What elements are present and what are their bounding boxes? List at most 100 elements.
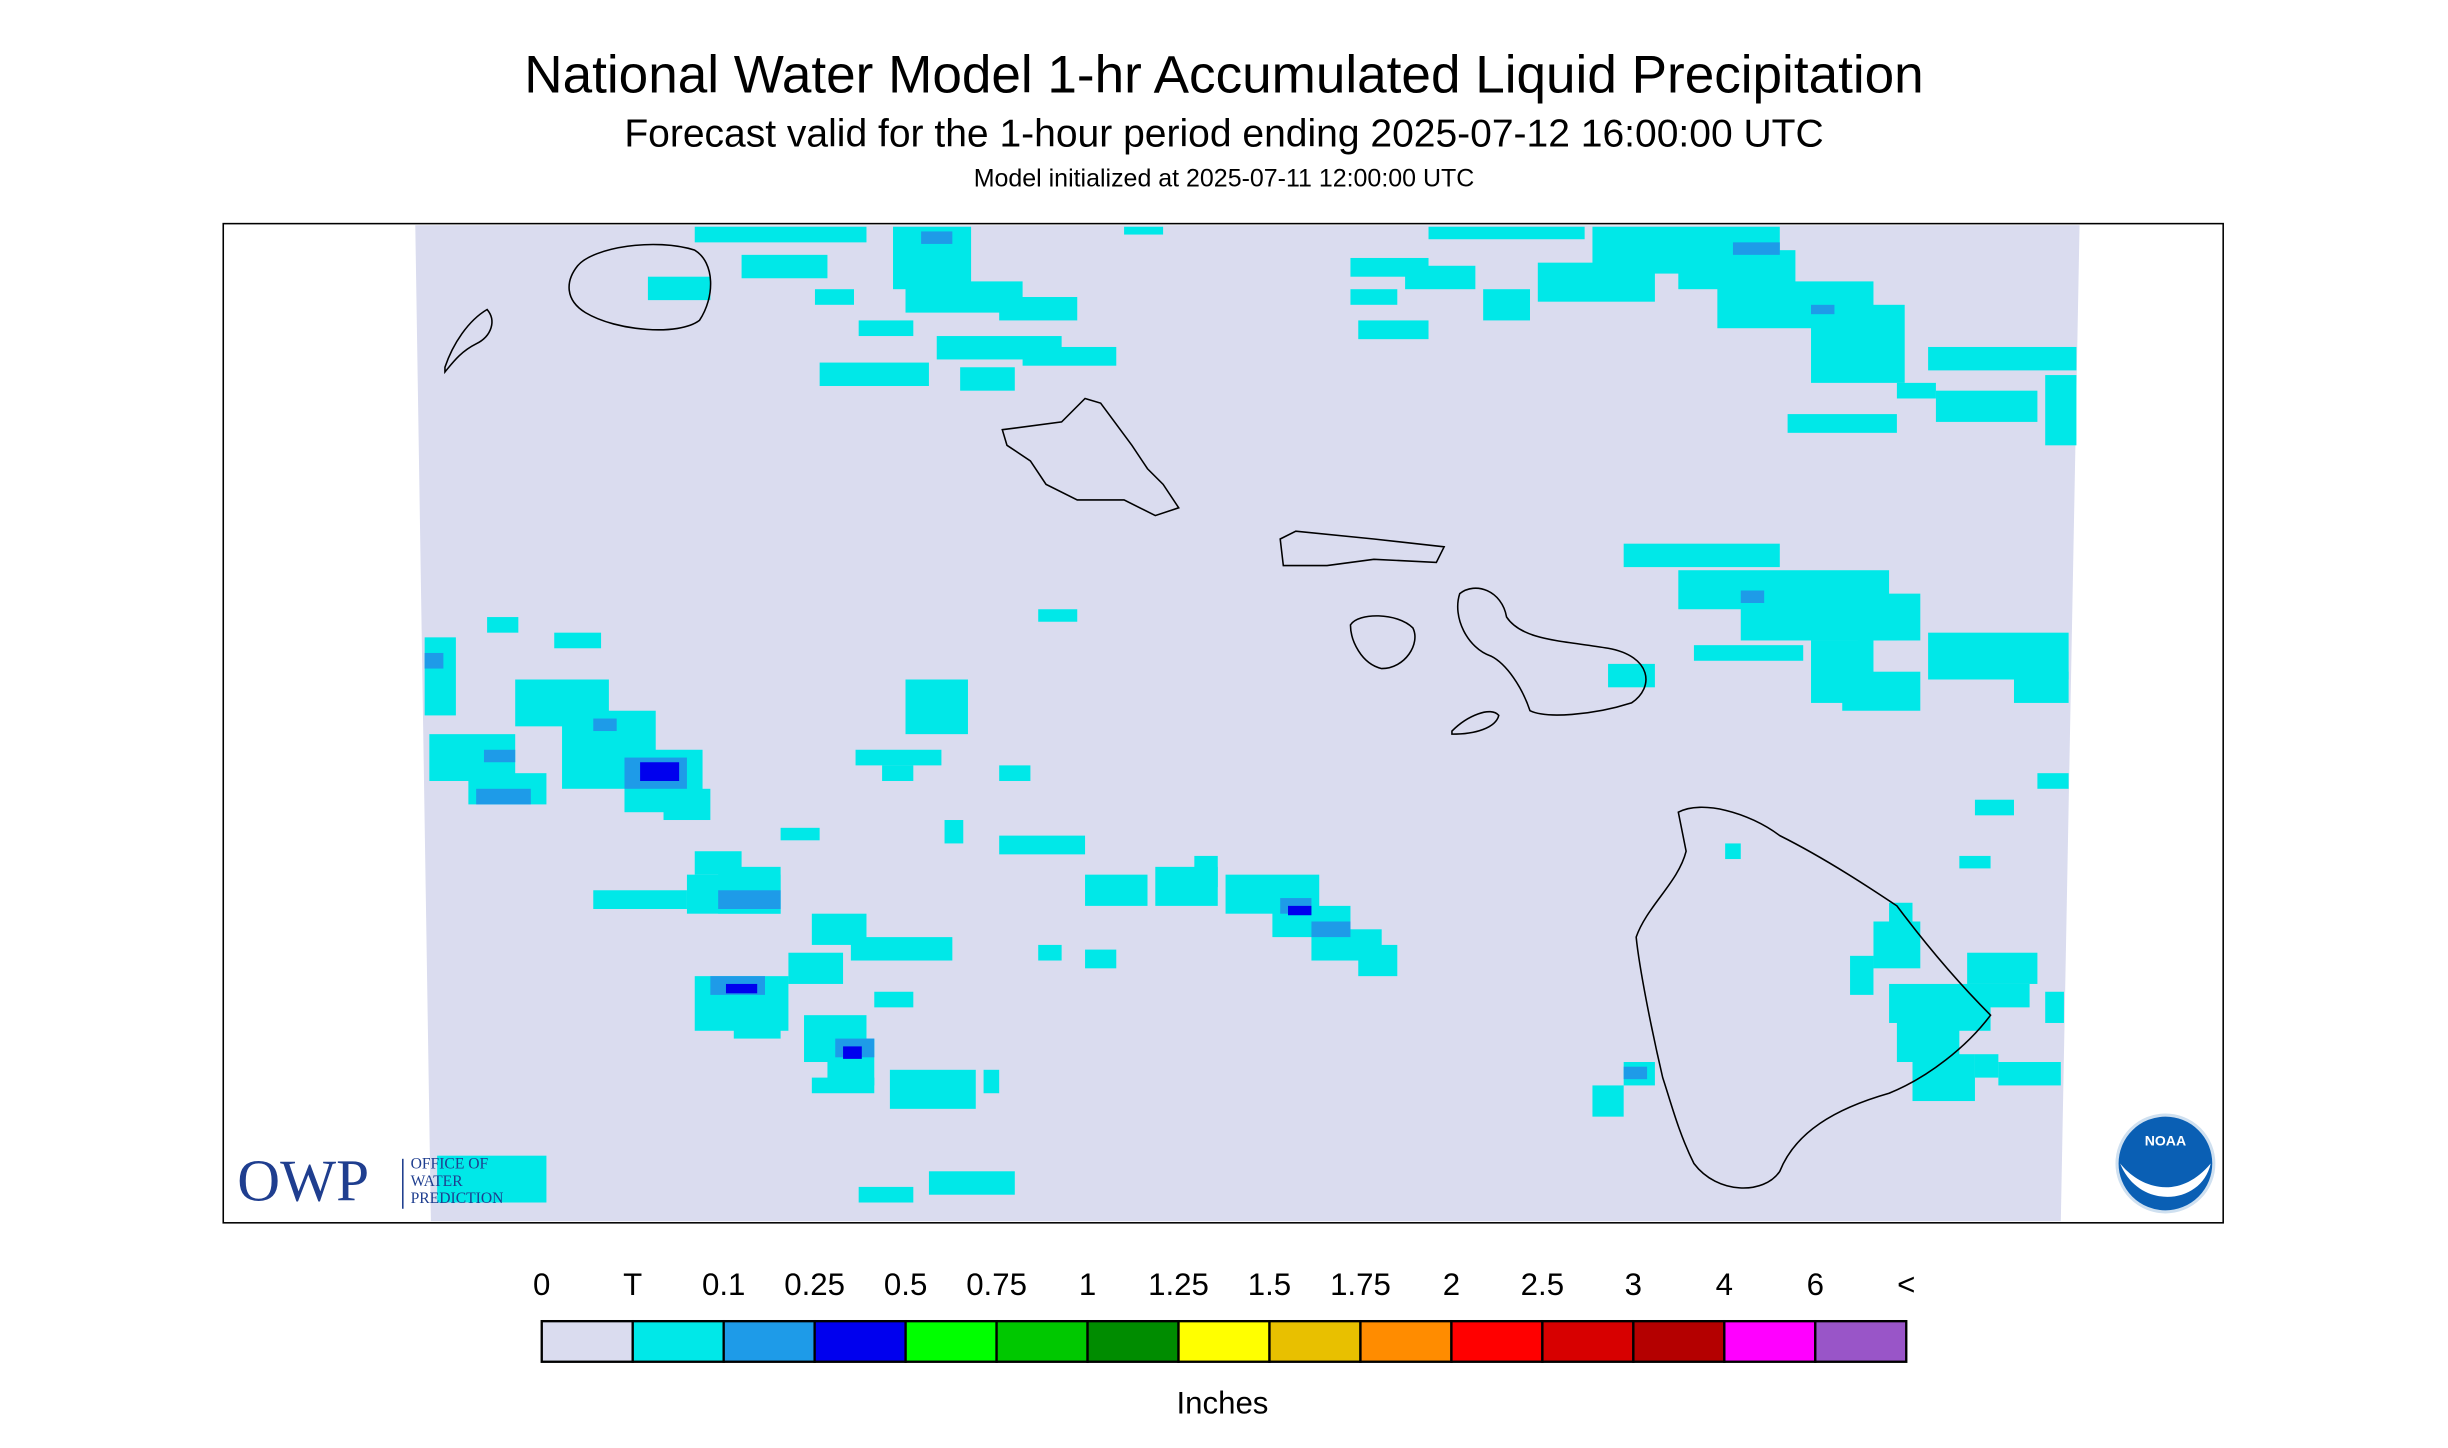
legend-label: 1	[1079, 1267, 1096, 1302]
rain-cell	[1974, 799, 2014, 816]
owp-line: OFFICE OF	[411, 1156, 489, 1173]
legend-label: <	[1897, 1267, 1915, 1302]
rain-cell	[855, 749, 942, 766]
rain-cell	[640, 762, 680, 781]
init-time: Model initialized at 2025-07-11 12:00:00…	[974, 165, 1475, 193]
rain-cell	[960, 367, 1015, 391]
rain-cell	[1085, 949, 1117, 969]
rain-cell	[1857, 593, 1921, 641]
rain-cell	[2037, 773, 2069, 789]
rain-cell	[843, 1046, 862, 1059]
rain-cell	[780, 827, 820, 841]
rain-cell	[1998, 1062, 2061, 1086]
rain-cell	[1873, 921, 1921, 969]
legend-label: 0.25	[784, 1267, 845, 1302]
legend-label: 1.25	[1148, 1267, 1209, 1302]
rain-cell	[733, 999, 781, 1039]
noaa-text: NOAA	[2145, 1132, 2186, 1148]
rain-cell	[1311, 921, 1351, 938]
rain-cell	[694, 226, 867, 243]
rain-cell	[944, 820, 964, 844]
rain-cell	[1811, 304, 1835, 315]
rain-cell	[1959, 855, 1991, 869]
rain-cell	[1850, 955, 1874, 995]
rain-cell	[2045, 991, 2064, 1023]
rain-cell	[819, 362, 929, 386]
rain-cell	[554, 632, 602, 649]
legend-swatch	[1177, 1319, 1271, 1363]
legend-swatch	[722, 1319, 816, 1363]
legend-label: 1.75	[1330, 1267, 1391, 1302]
rain-cell	[1725, 843, 1741, 860]
legend-label: 2	[1443, 1267, 1460, 1302]
rain-cell	[725, 983, 758, 994]
rain-cell	[1896, 382, 1936, 399]
rain-cell	[1842, 671, 1921, 711]
legend-label: 1.5	[1248, 1267, 1291, 1302]
rain-cell	[593, 718, 617, 732]
rain-cell	[882, 765, 914, 781]
rain-cell	[1623, 1066, 1648, 1080]
legend: 0 T 0.1 0.25 0.5 0.75 1 1.25 1.5 1.75 2 2.5 3 4 6 <	[533, 1267, 1915, 1363]
rain-cell	[647, 276, 711, 301]
legend-label: 0.5	[884, 1267, 927, 1302]
coastlines	[444, 243, 1992, 1189]
legend-label: 3	[1625, 1267, 1642, 1302]
rain-cell	[1038, 609, 1078, 622]
rain-cell	[999, 765, 1031, 781]
rain-cell	[1405, 265, 1476, 290]
rain-cell	[858, 1186, 914, 1203]
rain-cell	[1358, 944, 1398, 977]
rain-cell	[1022, 346, 1117, 366]
rain-cell	[983, 1069, 1000, 1094]
rain-cell	[850, 937, 953, 961]
rain-cell	[1732, 242, 1780, 255]
rain-cell	[741, 254, 828, 279]
title: National Water Model 1-hr Accumulated Li…	[524, 45, 1923, 104]
legend-swatch	[904, 1319, 998, 1363]
rain-cell	[874, 991, 914, 1008]
rain-cell	[437, 1155, 547, 1203]
rain-cell	[1428, 226, 1585, 240]
rain-cell	[858, 320, 914, 337]
legend-label: 6	[1807, 1267, 1824, 1302]
rain-cell	[483, 749, 516, 763]
legend-swatch	[1359, 1319, 1453, 1363]
legend-swatch	[631, 1319, 725, 1363]
noaa-logo: NOAA	[2115, 1113, 2216, 1214]
legend-label: T	[623, 1267, 642, 1302]
rain-cell	[424, 652, 444, 669]
legend-label: 0	[533, 1267, 550, 1302]
rain-cell	[2045, 375, 2077, 446]
rain-cell	[1740, 590, 1765, 604]
rain-cell	[2013, 671, 2069, 703]
rain-cell	[1787, 414, 1897, 433]
legend-swatch	[1450, 1319, 1544, 1363]
rain-cell	[1288, 905, 1312, 916]
rain-cell	[1038, 944, 1062, 961]
rain-cell	[487, 617, 519, 633]
rain-cell	[921, 231, 953, 244]
rain-cell	[889, 1069, 976, 1109]
rain-cell	[1085, 874, 1148, 906]
rain-cell	[1693, 645, 1804, 661]
legend-label: 0.75	[966, 1267, 1027, 1302]
legend-swatch	[813, 1319, 907, 1363]
legend-unit: Inches	[1176, 1386, 1268, 1421]
rain-cell	[788, 952, 844, 984]
legend-label: 0.1	[702, 1267, 745, 1302]
legend-swatch	[1814, 1319, 1908, 1363]
legend-label: 4	[1716, 1267, 1733, 1302]
rain-cell	[1974, 1054, 1999, 1078]
rain-cell	[1811, 304, 1905, 383]
rain-cell	[1194, 855, 1218, 888]
rain-cell	[593, 890, 687, 910]
rain-cell	[999, 297, 1078, 321]
rain-cell	[1483, 289, 1530, 321]
rain-cell	[1928, 346, 2077, 371]
owp-line: WATER	[411, 1173, 464, 1190]
legend-swatch	[1632, 1319, 1726, 1363]
rain-cell	[1623, 543, 1780, 568]
rain-cell	[476, 788, 531, 805]
